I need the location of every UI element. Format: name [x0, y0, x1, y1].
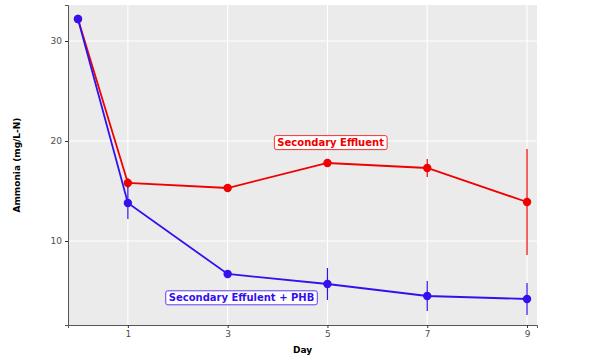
- data-layer: [74, 15, 531, 315]
- marker: [523, 295, 531, 303]
- grid-line: [127, 5, 128, 325]
- grid-line: [526, 5, 527, 325]
- tick: 3: [225, 325, 231, 339]
- tick-mark: [527, 325, 528, 328]
- marker: [423, 292, 431, 300]
- plot: 1 3 5 7 9 10 20 30 Secondary Effluent Secondary E…: [51, 5, 538, 339]
- chart: 1 3 5 7 9 10 20 30 Secondary Effluent Secondary E…: [0, 0, 600, 359]
- tick-mark: [427, 325, 428, 328]
- tick-mark: [327, 325, 328, 328]
- marker: [124, 199, 132, 207]
- marker: [323, 280, 331, 288]
- tick-mark: [65, 141, 68, 142]
- tick-mark: [65, 41, 68, 42]
- tick-label: 30: [51, 36, 63, 46]
- tick: 20: [51, 136, 68, 146]
- label-box: [274, 136, 387, 150]
- tick-label: 1: [126, 329, 132, 339]
- tick: 1: [126, 325, 132, 339]
- marker: [523, 198, 531, 206]
- tick-mark: [65, 241, 68, 242]
- tick-mark: [228, 325, 229, 328]
- tick-label: 7: [425, 329, 431, 339]
- label-box: [166, 291, 318, 305]
- tick-label: 10: [51, 236, 63, 246]
- marker: [423, 164, 431, 172]
- y-axis-title: Ammonia (mg/L-N): [12, 118, 22, 213]
- tick-label: 20: [51, 136, 63, 146]
- series-label: Secondary Effluent: [274, 136, 387, 150]
- tick-label: 5: [325, 329, 331, 339]
- tick: 7: [425, 325, 431, 339]
- x-axis: 1 3 5 7 9: [69, 325, 538, 339]
- marker: [74, 15, 82, 23]
- tick-mark: [128, 325, 129, 328]
- tick-label: 9: [525, 329, 531, 339]
- label-text: Secondary Effulent + PHB: [169, 292, 315, 303]
- marker: [223, 184, 231, 192]
- series-line: [78, 19, 527, 299]
- x-axis-title: Day: [293, 345, 312, 355]
- series-label: Secondary Effulent + PHB: [166, 291, 318, 305]
- axis-line: [69, 326, 538, 329]
- marker: [124, 179, 132, 187]
- tick: 10: [51, 236, 68, 246]
- tick: 9: [525, 325, 531, 339]
- marker: [74, 15, 82, 23]
- axis-line: [65, 6, 69, 326]
- series-line: [78, 19, 527, 202]
- tick-label: 3: [225, 329, 231, 339]
- grid-line: [68, 240, 537, 241]
- panel-background: [68, 5, 537, 325]
- marker: [223, 270, 231, 278]
- y-axis: 10 20 30: [51, 6, 69, 326]
- tick: 30: [51, 36, 68, 46]
- marker: [323, 159, 331, 167]
- label-text: Secondary Effluent: [277, 137, 384, 148]
- grid-line: [68, 40, 537, 41]
- tick: 5: [325, 325, 331, 339]
